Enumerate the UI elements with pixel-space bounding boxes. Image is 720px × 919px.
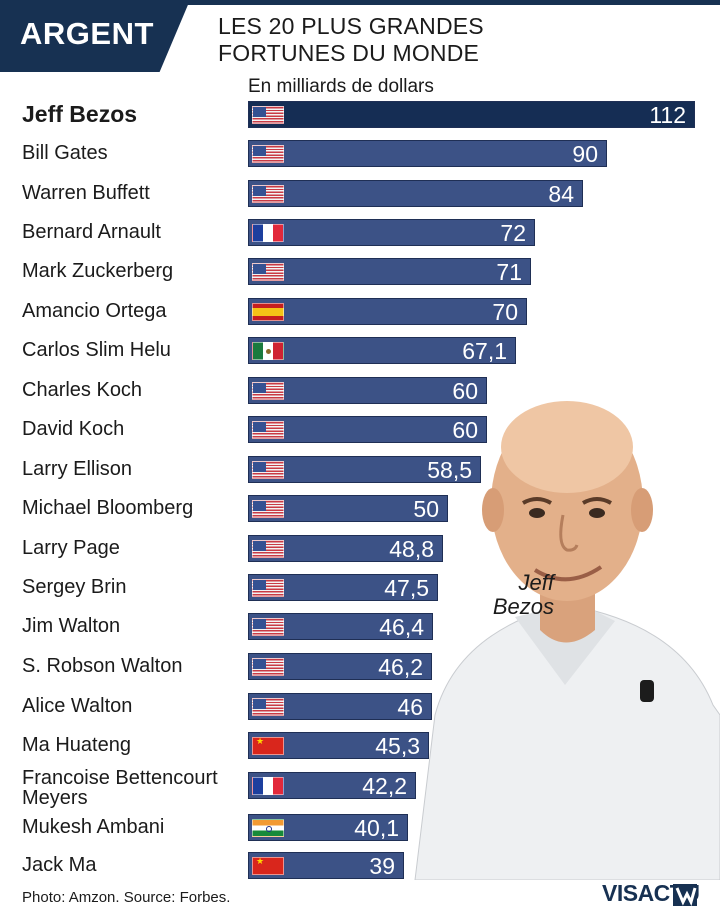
bar: 46,2 xyxy=(248,653,432,680)
brand-mark-icon xyxy=(673,884,697,906)
bar: 42,2 xyxy=(248,772,416,799)
data-label: 90 xyxy=(572,141,598,167)
bar: 40,1 xyxy=(248,814,408,841)
flag-us-icon xyxy=(252,461,284,479)
bar: 48,8 xyxy=(248,535,443,562)
data-label: 60 xyxy=(452,378,478,404)
section-banner-label: ARGENT xyxy=(20,16,154,51)
category-label: S. Robson Walton xyxy=(22,655,183,677)
photo-caption-line-2: Bezos xyxy=(492,594,554,619)
bar: 71 xyxy=(248,258,531,285)
bar: 84 xyxy=(248,180,583,207)
category-label: Larry Ellison xyxy=(22,458,133,480)
data-label: 42,2 xyxy=(362,773,407,799)
data-label: 45,3 xyxy=(375,733,420,759)
photo-caption-line-1: Jeff xyxy=(518,570,554,595)
category-label: Amancio Ortega xyxy=(22,300,167,322)
flag-us-icon xyxy=(252,145,284,163)
footer-credit: Photo: Amzon. Source: Forbes. xyxy=(22,889,231,906)
data-label: 58,5 xyxy=(427,457,472,483)
category-label: Larry Page xyxy=(22,537,120,559)
flag-fr-icon xyxy=(252,224,284,242)
flag-es-icon xyxy=(252,303,284,321)
flag-us-icon xyxy=(252,185,284,203)
bar: 60 xyxy=(248,416,487,443)
bar: 58,5 xyxy=(248,456,481,483)
data-label: 46,2 xyxy=(378,654,423,680)
data-label: 48,8 xyxy=(389,536,434,562)
category-label: Bill Gates xyxy=(22,142,108,164)
bar: 67,1 xyxy=(248,337,516,364)
flag-us-icon xyxy=(252,421,284,439)
chart-title: LES 20 PLUS GRANDES FORTUNES DU MONDE xyxy=(218,13,484,67)
category-label: Jack Ma xyxy=(22,854,97,876)
data-label: 72 xyxy=(500,220,526,246)
data-label: 46,4 xyxy=(379,614,424,640)
top-rule xyxy=(0,0,720,5)
bar: 60 xyxy=(248,377,487,404)
data-label: 47,5 xyxy=(384,575,429,601)
data-label: 39 xyxy=(369,853,395,879)
category-label: Alice Walton xyxy=(22,695,133,717)
category-label: Sergey Brin xyxy=(22,576,127,598)
category-label: Mukesh Ambani xyxy=(22,816,165,838)
bar: 47,5 xyxy=(248,574,438,601)
flag-us-icon xyxy=(252,579,284,597)
flag-us-icon xyxy=(252,540,284,558)
section-banner xyxy=(0,0,190,72)
data-label: 46 xyxy=(397,694,423,720)
bar: 45,3 xyxy=(248,732,429,759)
bar: 112 xyxy=(248,101,695,128)
category-label: Jim Walton xyxy=(22,615,121,637)
bar: 70 xyxy=(248,298,527,325)
unit-label: En milliards de dollars xyxy=(248,76,434,97)
flag-us-icon xyxy=(252,698,284,716)
flag-us-icon xyxy=(252,263,284,281)
flag-us-icon xyxy=(252,618,284,636)
category-label: Francoise Bettencourt Meyers xyxy=(22,767,218,809)
chart-title-line-2: FORTUNES DU MONDE xyxy=(218,40,480,66)
category-label: Charles Koch xyxy=(22,379,143,401)
chart-title-line-1: LES 20 PLUS GRANDES xyxy=(218,13,484,39)
bar: 50 xyxy=(248,495,448,522)
flag-us-icon xyxy=(252,106,284,124)
data-label: 84 xyxy=(548,181,574,207)
data-label: 71 xyxy=(496,259,522,285)
bar: 46,4 xyxy=(248,613,433,640)
category-label: Carlos Slim Helu xyxy=(22,339,171,361)
bar: 46 xyxy=(248,693,432,720)
category-label: Michael Bloomberg xyxy=(22,497,194,519)
flag-cn-icon xyxy=(252,737,284,755)
category-label: Warren Buffett xyxy=(22,182,150,204)
category-label: Bernard Arnault xyxy=(22,221,161,243)
flag-us-icon xyxy=(252,500,284,518)
data-label: 70 xyxy=(492,299,518,325)
flag-fr-icon xyxy=(252,777,284,795)
data-label: 40,1 xyxy=(354,815,399,841)
bar: 39 xyxy=(248,852,404,879)
data-label: 112 xyxy=(649,102,686,128)
data-label: 60 xyxy=(452,417,478,443)
category-label: Ma Huateng xyxy=(22,734,131,756)
flag-us-icon xyxy=(252,658,284,676)
data-label: 67,1 xyxy=(462,338,507,364)
category-label: Jeff Bezos xyxy=(22,101,138,127)
photo-caption: Jeff Bezos xyxy=(472,571,554,619)
flag-mx-icon xyxy=(252,342,284,360)
jeff-bezos-photo xyxy=(414,401,720,880)
bar: 90 xyxy=(248,140,607,167)
category-label: Mark Zuckerberg xyxy=(22,260,174,282)
data-label: 50 xyxy=(413,496,439,522)
flag-cn-icon xyxy=(252,857,284,875)
flag-in-icon xyxy=(252,819,284,837)
flag-us-icon xyxy=(252,382,284,400)
bar: 72 xyxy=(248,219,535,246)
category-label: David Koch xyxy=(22,418,125,440)
